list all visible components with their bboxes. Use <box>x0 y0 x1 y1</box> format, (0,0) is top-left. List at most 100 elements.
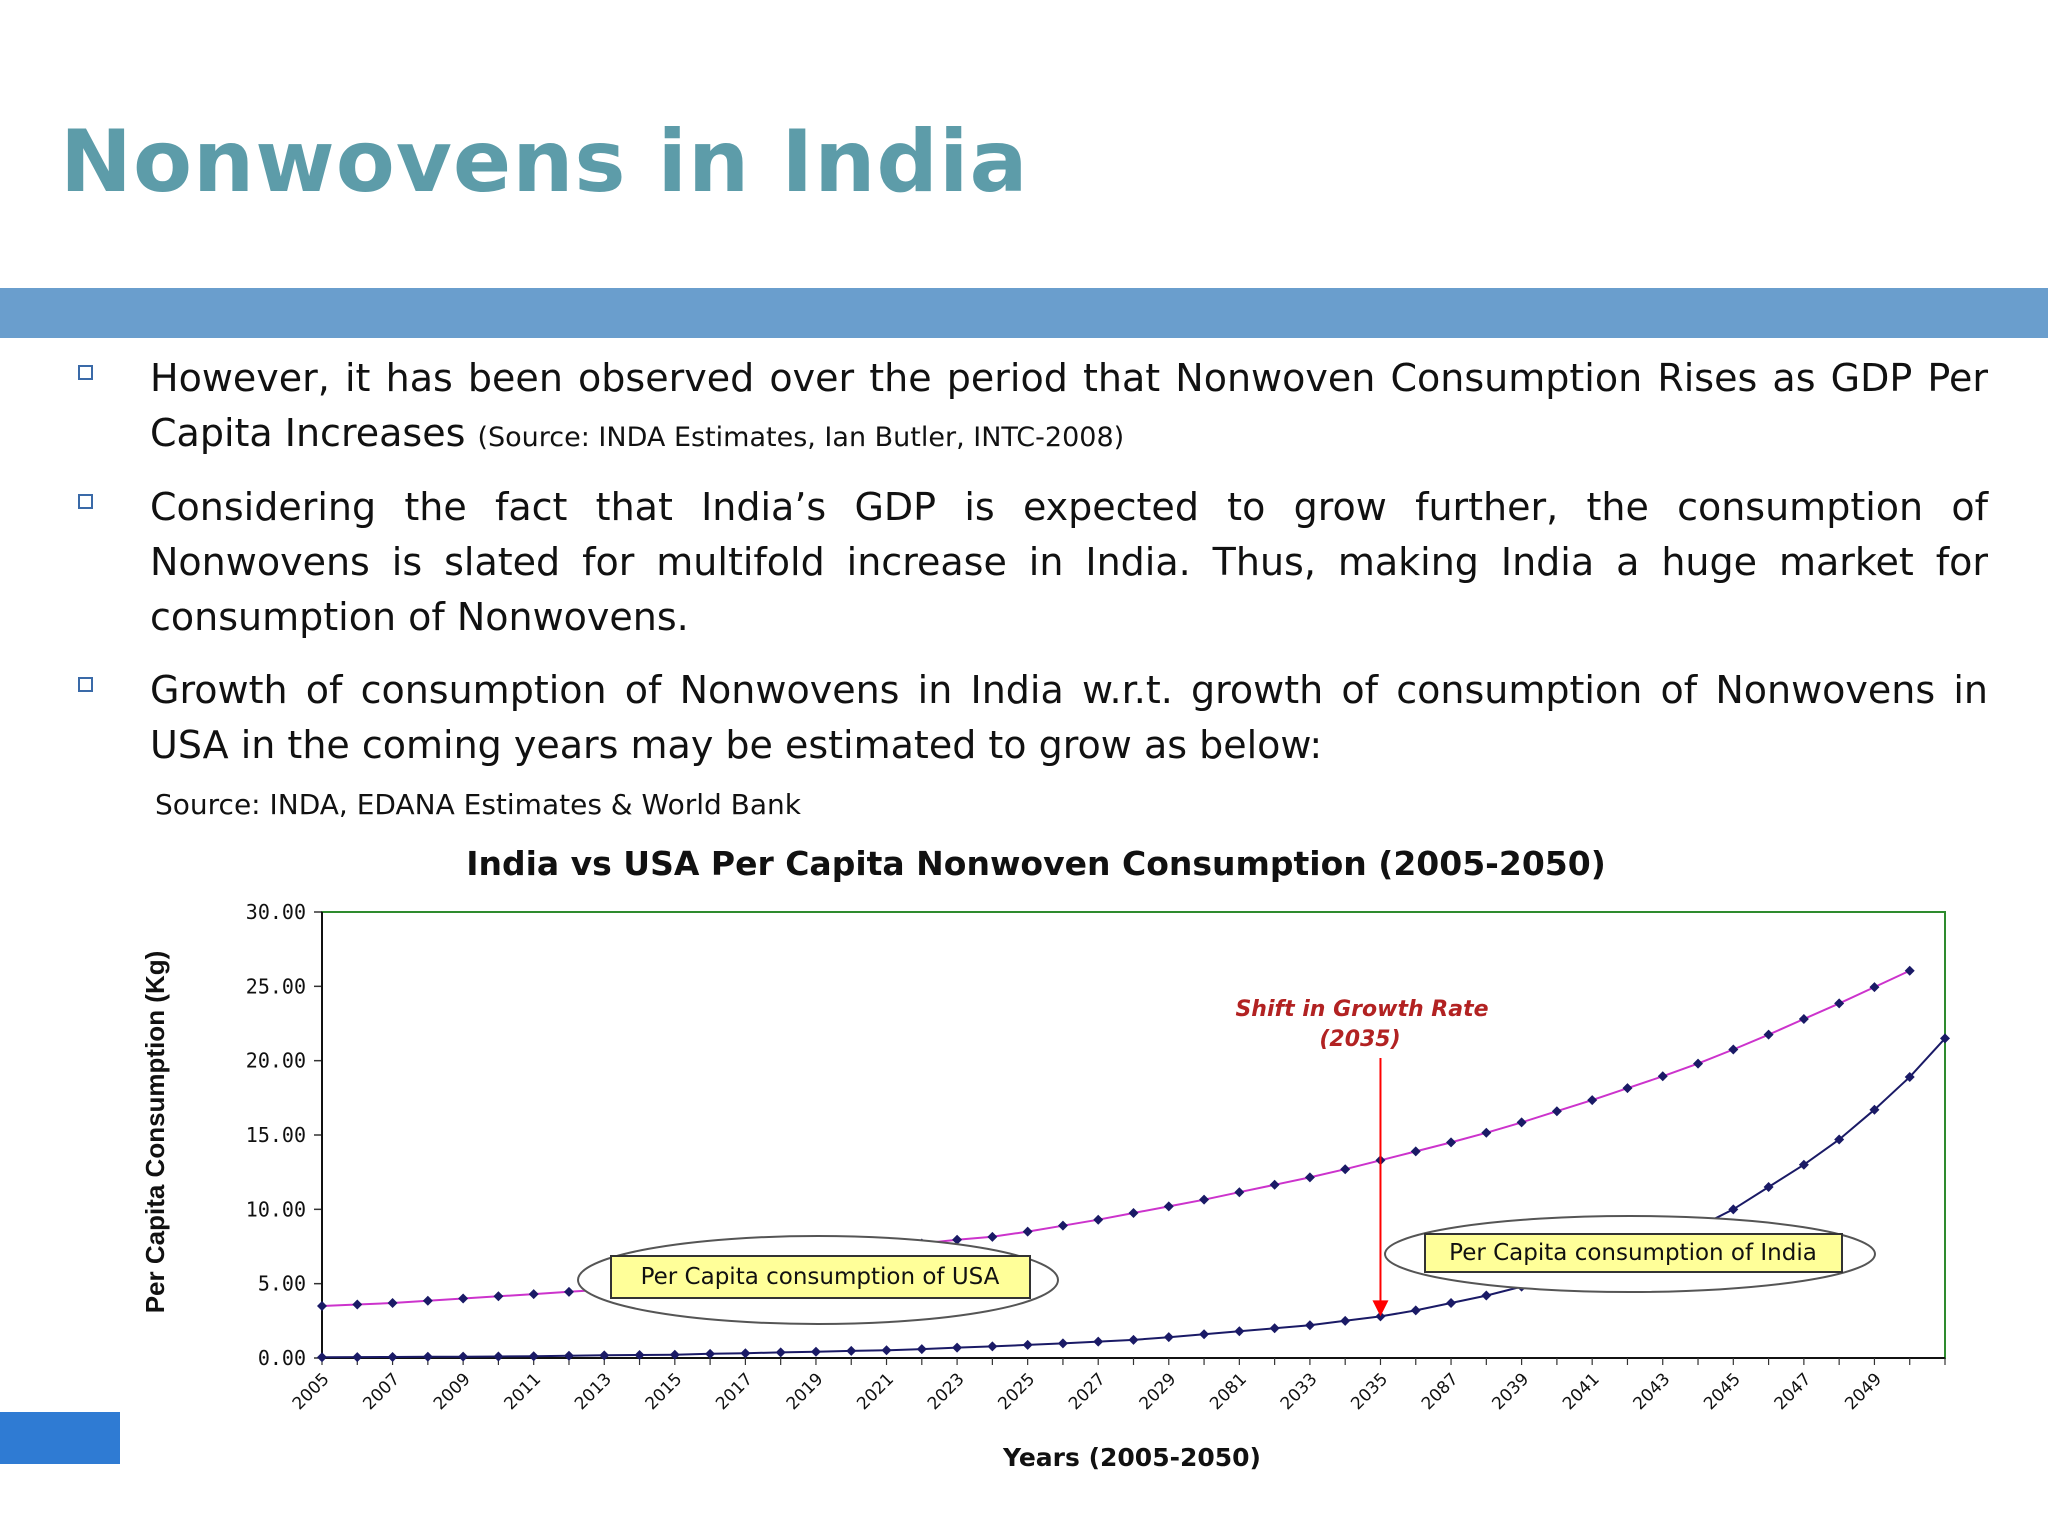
bullet-square-icon <box>78 365 93 380</box>
usa-series-point <box>1199 1194 1210 1205</box>
x-tick-label: 2087 <box>1418 1369 1463 1414</box>
usa-series-point <box>952 1234 963 1245</box>
y-tick-label: 0.00 <box>258 1346 306 1370</box>
x-tick-label: 2013 <box>571 1369 616 1414</box>
india-series-point <box>1869 1104 1880 1115</box>
bullet-text: Growth of consumption of Nonwovens in In… <box>150 668 1988 767</box>
india-series-point <box>1022 1339 1033 1350</box>
india-callout: Per Capita consumption of India <box>1384 1215 1876 1293</box>
usa-series-point <box>1446 1137 1457 1148</box>
source-line: Source: INDA, EDANA Estimates & World Ba… <box>155 788 802 821</box>
india-series-point <box>1093 1336 1104 1347</box>
india-series-point <box>1163 1332 1174 1343</box>
usa-callout-label: Per Capita consumption of USA <box>641 1264 1000 1290</box>
india-series-point <box>1340 1315 1351 1326</box>
india-series-point <box>1304 1320 1315 1331</box>
india-series-point <box>1763 1182 1774 1193</box>
india-series-point <box>1269 1323 1280 1334</box>
x-tick-label: 2045 <box>1700 1369 1745 1414</box>
annotation-line-2: (2035) <box>1319 1027 1400 1052</box>
india-series-point <box>881 1345 892 1356</box>
axes-layer: 0.00 5.00 10.00 15.00 20.00 25.00 30.00 2005 200… <box>246 900 1946 1414</box>
corner-block <box>0 1412 120 1464</box>
bullet-square-icon <box>78 494 93 509</box>
annotation-arrowhead <box>1372 1300 1389 1317</box>
india-series-point <box>1798 1159 1809 1170</box>
x-tick-label: 2047 <box>1771 1369 1816 1414</box>
usa-series-point <box>1516 1117 1527 1128</box>
usa-series-point <box>1057 1220 1068 1231</box>
x-tick-label: 2007 <box>359 1369 404 1414</box>
india-series-line <box>321 1037 1946 1359</box>
bullet-body: However, it has been observed over the p… <box>150 356 1988 455</box>
growth-annotation: Shift in Growth Rate (2035) <box>1235 997 1489 1317</box>
usa-series-point <box>528 1289 539 1300</box>
x-tick-label: 2017 <box>712 1369 757 1414</box>
india-series-point <box>952 1342 963 1353</box>
usa-series-point <box>1657 1071 1668 1082</box>
x-tick-label: 2035 <box>1347 1369 1392 1414</box>
lines-layer <box>321 969 1946 1359</box>
y-tick-label: 5.00 <box>258 1272 306 1296</box>
india-series-point <box>1410 1305 1421 1316</box>
x-tick-label: 2029 <box>1136 1369 1181 1414</box>
usa-callout: Per Capita consumption of USA <box>577 1235 1059 1325</box>
usa-series-point <box>1622 1083 1633 1094</box>
usa-series-point <box>1551 1106 1562 1117</box>
x-tick-label: 2005 <box>289 1369 334 1414</box>
india-series-point <box>1940 1033 1950 1044</box>
usa-series-point <box>1798 1014 1809 1025</box>
india-series-point <box>846 1345 857 1356</box>
bullet-text: However, it has been observed over the p… <box>150 351 1988 465</box>
y-tick-label: 15.00 <box>246 1123 306 1147</box>
india-series-point <box>1834 1134 1845 1145</box>
usa-series-point <box>1304 1172 1315 1183</box>
india-series-point <box>599 1350 610 1361</box>
usa-series-point <box>1340 1164 1351 1175</box>
usa-series-point <box>458 1293 469 1304</box>
india-series-point <box>458 1351 469 1362</box>
india-series-point <box>352 1352 363 1363</box>
india-series-point <box>422 1351 433 1362</box>
markers-layer <box>317 965 1950 1363</box>
bullet-square-icon <box>78 677 93 692</box>
x-tick-label: 2041 <box>1559 1369 1604 1414</box>
india-series-point <box>740 1348 751 1359</box>
bullet-source: (Source: INDA Estimates, Ian Butler, INT… <box>477 422 1125 453</box>
usa-series-point <box>1269 1179 1280 1190</box>
x-tick-label: 2019 <box>783 1369 828 1414</box>
y-tick-label: 10.00 <box>246 1197 306 1221</box>
usa-series-point <box>563 1286 574 1297</box>
india-series-point <box>387 1351 398 1362</box>
y-tick-label: 30.00 <box>246 900 306 924</box>
india-series-point <box>810 1346 821 1357</box>
india-series-point <box>705 1348 716 1359</box>
x-tick-label: 2033 <box>1277 1369 1322 1414</box>
india-series-point <box>1446 1297 1457 1308</box>
usa-series-point <box>1763 1029 1774 1040</box>
bullet-item: Considering the fact that India’s GDP is… <box>78 480 1988 645</box>
india-series-point <box>317 1352 327 1363</box>
usa-series-point <box>1481 1127 1492 1138</box>
india-series-point <box>987 1341 998 1352</box>
india-series-point <box>669 1349 680 1360</box>
usa-series-point <box>1869 982 1880 993</box>
chart-y-axis-label: Per Capita Consumption (Kg) <box>140 951 170 1314</box>
chart-x-axis-label: Years (2005-2050) <box>1002 1443 1261 1472</box>
slide-title: Nonwovens in India <box>60 112 1029 212</box>
usa-series-point <box>1728 1044 1739 1055</box>
india-callout-label: Per Capita consumption of India <box>1449 1240 1817 1266</box>
usa-series-point <box>1410 1146 1421 1157</box>
usa-series-point <box>317 1300 327 1311</box>
y-tick-label: 25.00 <box>246 974 306 998</box>
x-tick-label: 2011 <box>500 1369 545 1414</box>
usa-series-point <box>1022 1226 1033 1237</box>
usa-series-point <box>1093 1214 1104 1225</box>
india-series-point <box>775 1347 786 1358</box>
india-series-point <box>528 1351 539 1362</box>
header-bar <box>0 288 2048 338</box>
india-series-point <box>1728 1204 1739 1215</box>
x-tick-label: 2015 <box>642 1369 687 1414</box>
india-series-point <box>1904 1072 1915 1083</box>
